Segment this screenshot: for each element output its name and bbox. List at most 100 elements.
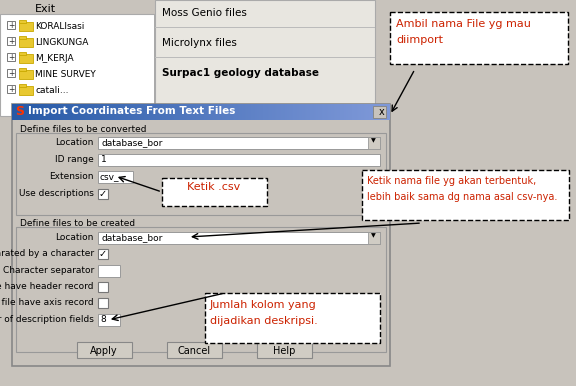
Bar [54, 104, 55, 120]
Bar [162, 104, 163, 120]
Bar [169, 104, 170, 120]
Text: Apply: Apply [90, 346, 118, 356]
Bar [231, 104, 232, 120]
Bar [144, 104, 145, 120]
Bar [29, 104, 30, 120]
Bar [152, 104, 153, 120]
Bar [20, 104, 21, 120]
Bar [253, 104, 254, 120]
Bar [323, 104, 324, 120]
Bar [70, 104, 71, 120]
Bar [217, 104, 218, 120]
Bar [12, 104, 390, 366]
Bar [33, 104, 34, 120]
Bar [226, 104, 227, 120]
Bar [316, 104, 317, 120]
Bar [228, 104, 229, 120]
Bar [104, 104, 105, 120]
Bar [178, 104, 179, 120]
Bar [19, 84, 26, 87]
Bar [132, 104, 133, 120]
Bar [76, 104, 77, 120]
Bar [373, 106, 386, 118]
Bar [230, 104, 231, 120]
Bar [113, 104, 114, 120]
Bar [372, 104, 373, 120]
Bar [371, 104, 372, 120]
Text: database_bor: database_bor [101, 138, 162, 147]
Bar [288, 104, 289, 120]
Bar [66, 104, 67, 120]
Bar [36, 104, 37, 120]
Bar [64, 104, 65, 120]
Bar [112, 104, 113, 120]
Bar [98, 137, 380, 149]
Bar [158, 104, 159, 120]
Bar [0, 14, 155, 116]
Bar [98, 104, 99, 120]
Bar [108, 104, 109, 120]
Bar [98, 265, 120, 277]
Bar [22, 104, 23, 120]
Bar [361, 104, 362, 120]
Bar [313, 104, 314, 120]
Bar [46, 104, 47, 120]
Bar [330, 104, 331, 120]
Bar [98, 171, 133, 183]
Bar [180, 104, 181, 120]
Text: Exit: Exit [35, 4, 56, 14]
Bar [380, 104, 381, 120]
Bar [16, 227, 386, 352]
Bar [340, 104, 341, 120]
Bar [62, 104, 63, 120]
Bar [181, 104, 182, 120]
Text: csv_: csv_ [100, 172, 119, 181]
Bar [389, 104, 390, 120]
Bar [19, 38, 33, 47]
Bar [336, 104, 337, 120]
Bar [307, 104, 308, 120]
Bar [257, 342, 312, 358]
Text: Define files to be created: Define files to be created [20, 219, 135, 228]
Bar [356, 104, 357, 120]
Bar [136, 104, 137, 120]
Bar [290, 104, 291, 120]
Bar [78, 104, 79, 120]
Bar [314, 104, 315, 120]
Bar [52, 104, 53, 120]
Bar [239, 104, 240, 120]
Bar [346, 104, 347, 120]
Bar [376, 104, 377, 120]
Bar [94, 104, 95, 120]
Bar [324, 104, 325, 120]
Bar [262, 104, 263, 120]
Bar [100, 104, 101, 120]
Bar [203, 104, 204, 120]
Bar [19, 54, 33, 63]
Bar [155, 104, 156, 120]
Bar [79, 104, 80, 120]
Bar [311, 104, 312, 120]
Bar [265, 104, 266, 120]
Text: MINE SURVEY: MINE SURVEY [35, 70, 96, 79]
Bar [147, 104, 148, 120]
Bar [235, 104, 236, 120]
Bar [308, 104, 309, 120]
Bar [248, 104, 249, 120]
Bar [154, 104, 155, 120]
Bar [154, 14, 155, 115]
Bar [236, 104, 237, 120]
Bar [26, 104, 27, 120]
Bar [319, 104, 320, 120]
Text: Fields separated by a character: Fields separated by a character [0, 249, 94, 258]
Bar [34, 104, 35, 120]
Bar [294, 104, 295, 120]
Bar [205, 104, 206, 120]
Bar [39, 104, 40, 120]
Bar [320, 104, 321, 120]
Bar [206, 104, 207, 120]
Bar [384, 104, 385, 120]
Bar [84, 104, 85, 120]
Bar [193, 104, 194, 120]
Bar [19, 36, 26, 39]
